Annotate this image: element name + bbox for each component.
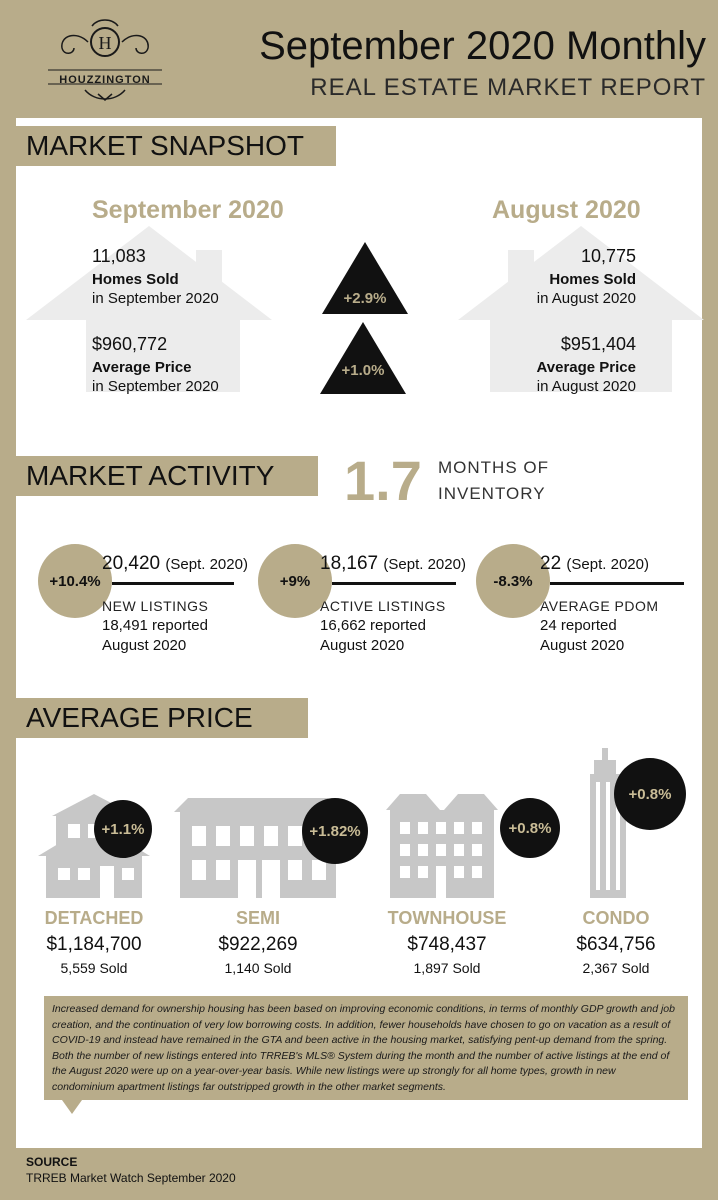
detached-type-label: DETACHED [44,908,144,928]
current-avg-price-period: in September 2020 [92,378,219,395]
avg-price-change: +1.0% [341,362,385,379]
market-snapshot-label: MARKET SNAPSHOT [16,126,336,166]
active-listings-previous: 16,662 reported August 2020 [320,616,426,656]
logo-letter: H [99,33,112,53]
semi-sold-count: 1,140 Sold [224,960,292,976]
increase-triangle-icon [320,322,406,394]
condo-change-badge: +0.8% [614,758,686,830]
active-listings-previous-value: 16,662 reported [320,617,426,634]
semi-change-badge: +1.82% [302,798,368,864]
current-homes-sold-period: in September 2020 [92,290,219,307]
active-listings-value-row: 18,167 (Sept. 2020) [320,553,466,575]
current-avg-price-value: $960,772 [92,334,168,354]
semi-avg-price: $922,269 [218,934,298,955]
market-activity-label: MARKET ACTIVITY [16,456,318,496]
months-of-inventory-value: 1.7 [344,449,422,512]
logo-emblem-icon: H [48,19,162,101]
header: H HOUZZINGTON September 2020 Monthly REA… [0,0,718,118]
previous-homes-sold-value: 10,775 [580,246,636,266]
logo-wordmark: HOUZZINGTON [59,74,151,86]
report-subtitle: REAL ESTATE MARKET REPORT [310,74,706,101]
new-listings-value: 20,420 [102,553,161,574]
average-pdom-previous-value: 24 reported [540,617,617,634]
increase-triangle-icon [322,242,408,314]
condo-sold-count: 2,367 Sold [582,960,650,976]
new-listings-value-row: 20,420 (Sept. 2020) [102,553,248,575]
houzzington-logo: H HOUZZINGTON [40,12,170,104]
average-pdom-label: AVERAGE PDOM [540,598,659,614]
house-outline-icon [26,226,272,392]
moi-line-2: INVENTORY [438,484,546,503]
detached-change-badge: +1.1% [94,800,152,858]
house-outline-icon [458,226,704,392]
current-homes-sold-value: 11,083 [92,246,146,266]
average-pdom-period: (Sept. 2020) [566,556,649,573]
active-listings-value: 18,167 [320,553,379,574]
average-pdom-value-row: 22 (Sept. 2020) [540,553,649,575]
previous-period-heading: August 2020 [492,196,641,224]
new-listings-change-badge: +10.4% [38,544,112,618]
townhouse-icon [386,794,498,898]
previous-avg-price-period: in August 2020 [536,378,636,395]
townhouse-avg-price: $748,437 [407,934,487,955]
semi-type-label: SEMI [235,908,280,928]
average-pdom-value: 22 [540,553,562,574]
previous-avg-price-value: $951,404 [560,334,636,354]
new-listings-period: (Sept. 2020) [165,556,248,573]
previous-avg-price-label: Average Price [536,359,636,376]
townhouse-change-badge: +0.8% [500,798,560,858]
speech-bubble-tail [62,1100,82,1114]
townhouse-sold-count: 1,897 Sold [413,960,481,976]
market-commentary: Increased demand for ownership housing h… [44,996,688,1100]
condo-type-label: CONDO [582,908,650,928]
condo-avg-price: $634,756 [576,934,656,955]
report-title: September 2020 Monthly [259,24,706,68]
months-of-inventory-label: MONTHS OF INVENTORY [438,455,549,507]
active-listings-label: ACTIVE LISTINGS [320,598,446,614]
homes-sold-change: +2.9% [343,290,387,307]
detached-sold-count: 5,559 Sold [60,960,128,976]
detached-avg-price: $1,184,700 [46,934,142,955]
current-period-heading: September 2020 [92,196,284,224]
average-pdom-previous-period: August 2020 [540,637,625,654]
average-pdom-previous: 24 reported August 2020 [540,616,624,656]
divider [332,582,456,585]
average-price-label: AVERAGE PRICE [16,698,308,738]
townhouse-type-label: TOWNHOUSE [387,908,507,928]
new-listings-previous-value: 18,491 reported [102,617,208,634]
divider [112,582,234,585]
active-listings-change-badge: +9% [258,544,332,618]
average-pdom-change-badge: -8.3% [476,544,550,618]
current-homes-sold-label: Homes Sold [92,271,179,288]
source-text: TRREB Market Watch September 2020 [26,1171,236,1185]
current-avg-price-label: Average Price [92,359,192,376]
new-listings-label: NEW LISTINGS [102,598,209,614]
semi-house-icon [174,798,342,898]
active-listings-previous-period: August 2020 [320,637,405,654]
active-listings-period: (Sept. 2020) [383,556,466,573]
new-listings-previous-period: August 2020 [102,637,187,654]
previous-homes-sold-period: in August 2020 [536,290,636,307]
new-listings-previous: 18,491 reported August 2020 [102,616,208,656]
source-title: SOURCE [26,1155,78,1169]
moi-line-1: MONTHS OF [438,458,549,477]
divider [550,582,684,585]
previous-homes-sold-label: Homes Sold [549,271,636,288]
